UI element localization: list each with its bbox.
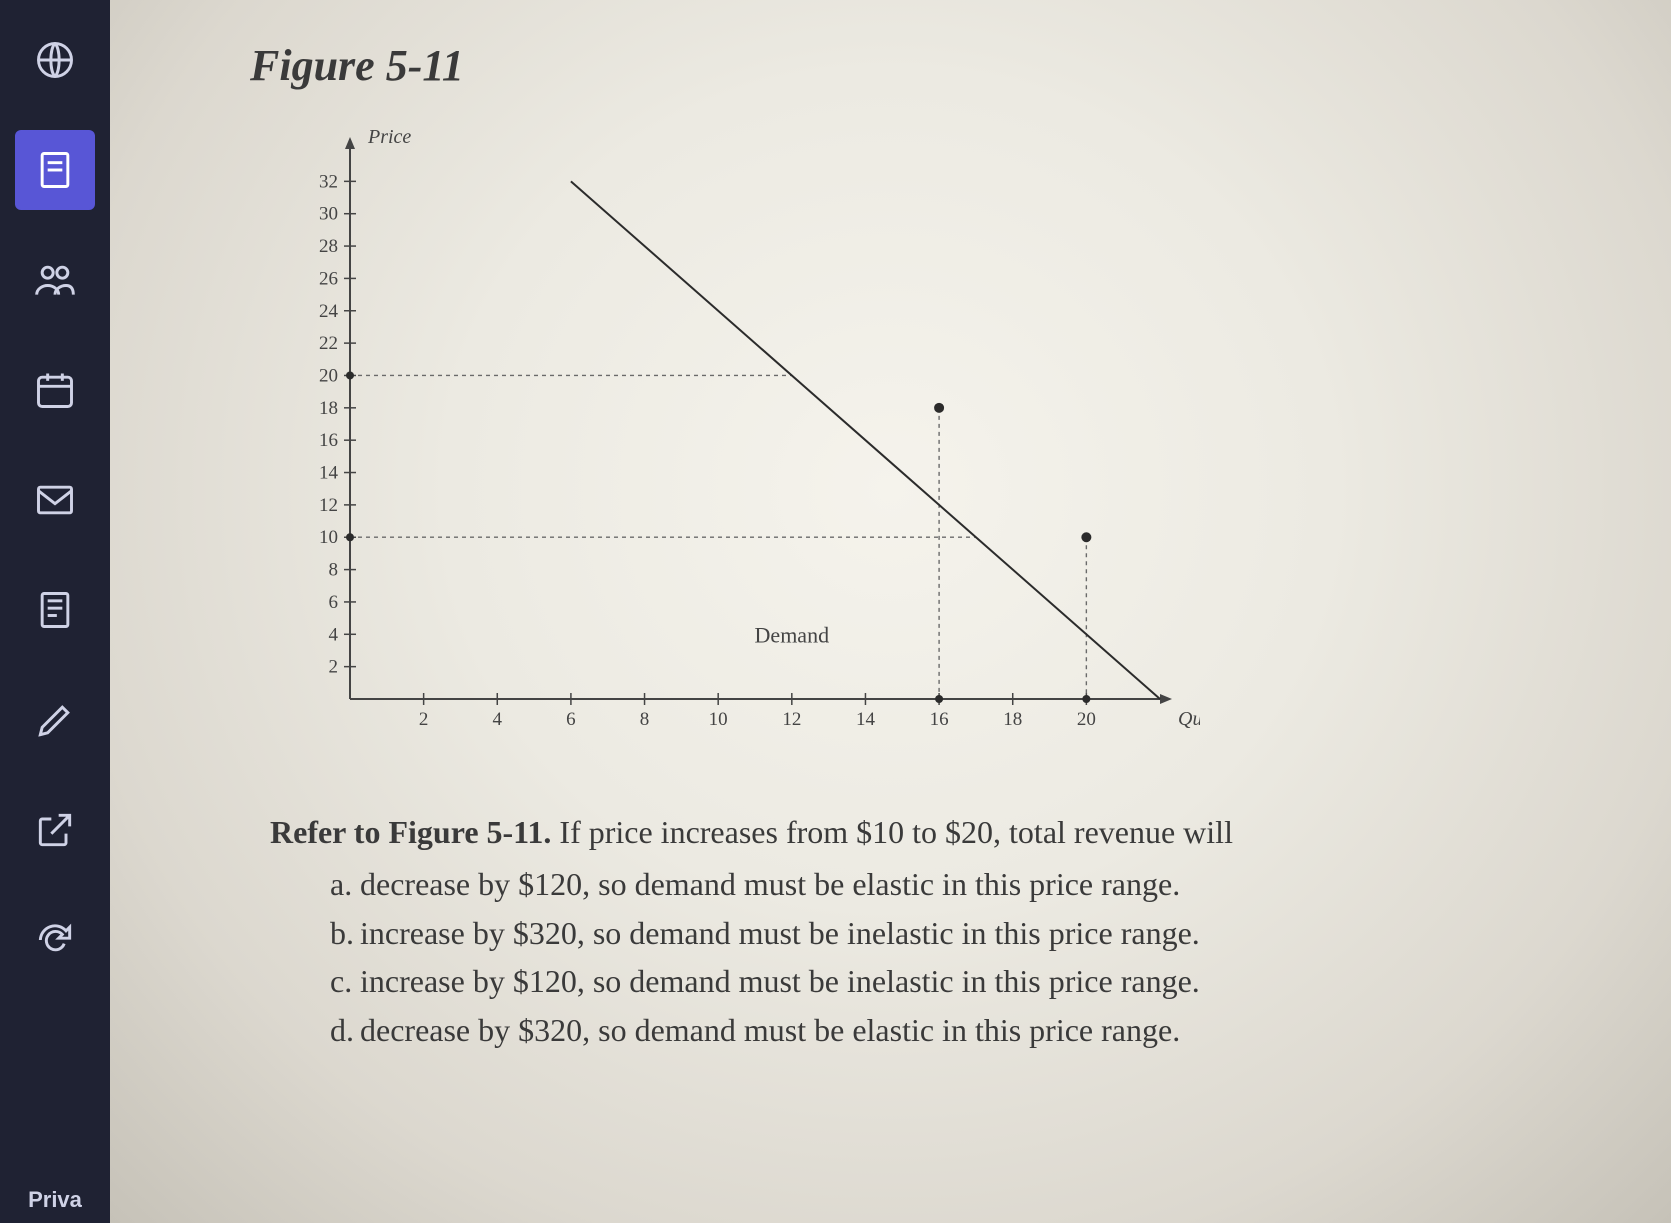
svg-text:Demand: Demand	[755, 622, 830, 647]
answer-option[interactable]: b.increase by $320, so demand must be in…	[330, 910, 1590, 956]
option-text: decrease by $120, so demand must be elas…	[360, 866, 1180, 902]
svg-text:10: 10	[709, 709, 728, 730]
figure-title: Figure 5-11	[250, 40, 1601, 91]
sidebar-item-pen[interactable]	[15, 680, 95, 760]
svg-text:Price: Price	[367, 126, 411, 148]
svg-text:2: 2	[419, 709, 429, 730]
globe-icon	[33, 38, 77, 82]
option-text: decrease by $320, so demand must be elas…	[360, 1012, 1180, 1048]
question-stem-bold: Refer to Figure 5-11.	[270, 814, 551, 850]
sidebar-item-calendar[interactable]	[15, 350, 95, 430]
svg-text:8: 8	[329, 560, 339, 581]
svg-text:24: 24	[319, 301, 339, 322]
option-text: increase by $120, so demand must be inel…	[360, 963, 1200, 999]
svg-text:8: 8	[640, 709, 650, 730]
svg-text:22: 22	[319, 333, 338, 354]
question-block: Refer to Figure 5-11. If price increases…	[270, 809, 1590, 1053]
question-stem: Refer to Figure 5-11. If price increases…	[270, 809, 1590, 855]
pen-icon	[33, 698, 77, 742]
sidebar-item-document[interactable]	[15, 130, 95, 210]
svg-text:28: 28	[319, 236, 338, 257]
calendar-icon	[33, 368, 77, 412]
svg-text:6: 6	[566, 709, 576, 730]
svg-text:20: 20	[1077, 709, 1096, 730]
svg-text:26: 26	[319, 268, 338, 289]
svg-text:12: 12	[782, 709, 801, 730]
svg-text:16: 16	[319, 430, 338, 451]
svg-text:2: 2	[329, 657, 339, 678]
svg-text:10: 10	[319, 527, 338, 548]
sidebar-item-external[interactable]	[15, 790, 95, 870]
option-letter: b.	[330, 910, 360, 956]
people-icon	[33, 258, 77, 302]
content-panel: Figure 5-11 2468101214161820222426283032…	[110, 0, 1671, 1223]
notes-icon	[33, 588, 77, 632]
option-letter: a.	[330, 861, 360, 907]
answer-options: a.decrease by $120, so demand must be el…	[330, 861, 1590, 1053]
option-letter: d.	[330, 1007, 360, 1053]
svg-text:18: 18	[319, 398, 338, 419]
open-external-icon	[33, 808, 77, 852]
svg-text:14: 14	[319, 463, 339, 484]
sidebar-item-refresh[interactable]	[15, 900, 95, 980]
sidebar-item-people[interactable]	[15, 240, 95, 320]
answer-option[interactable]: c.increase by $120, so demand must be in…	[330, 958, 1590, 1004]
svg-text:12: 12	[319, 495, 338, 516]
refresh-icon	[33, 918, 77, 962]
mail-icon	[33, 478, 77, 522]
question-stem-rest: If price increases from $10 to $20, tota…	[551, 814, 1233, 850]
svg-text:6: 6	[329, 592, 339, 613]
svg-text:Quantity: Quantity	[1178, 708, 1200, 730]
svg-text:4: 4	[329, 624, 339, 645]
sidebar-item-globe[interactable]	[15, 20, 95, 100]
option-letter: c.	[330, 958, 360, 1004]
svg-text:16: 16	[930, 709, 949, 730]
sidebar-item-mail[interactable]	[15, 460, 95, 540]
answer-option[interactable]: d.decrease by $320, so demand must be el…	[330, 1007, 1590, 1053]
privacy-label: Priva	[28, 1187, 82, 1213]
option-text: increase by $320, so demand must be inel…	[360, 915, 1200, 951]
sidebar-item-notes[interactable]	[15, 570, 95, 650]
demand-chart: 2468101214161820222426283032246810121416…	[280, 119, 1200, 759]
svg-text:18: 18	[1003, 709, 1022, 730]
document-icon	[33, 148, 77, 192]
svg-text:4: 4	[493, 709, 503, 730]
svg-text:14: 14	[856, 709, 876, 730]
app-sidebar: Priva	[0, 0, 110, 1223]
answer-option[interactable]: a.decrease by $120, so demand must be el…	[330, 861, 1590, 907]
svg-text:20: 20	[319, 365, 338, 386]
svg-text:30: 30	[319, 204, 338, 225]
svg-text:32: 32	[319, 171, 338, 192]
